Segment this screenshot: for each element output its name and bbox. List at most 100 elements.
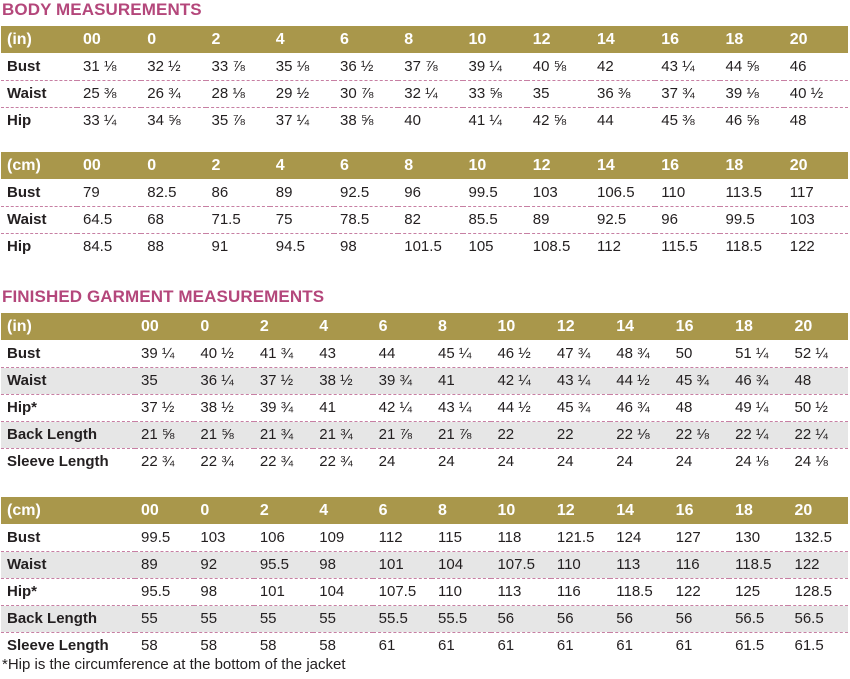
measurement-cell: 99.5 — [462, 179, 527, 207]
measurement-cell: 40 ⅝ — [526, 53, 591, 81]
size-header: 6 — [334, 152, 399, 179]
measurement-cell: 107.5 — [491, 551, 551, 579]
size-header: 18 — [719, 26, 784, 53]
measurement-cell: 22 ¼ — [729, 421, 789, 449]
unit-header: (in) — [1, 26, 77, 53]
measurement-cell: 39 ¼ — [462, 53, 527, 81]
size-header: 10 — [491, 313, 551, 340]
measurement-cell: 78.5 — [334, 206, 399, 234]
measurement-cell: 92.5 — [591, 206, 656, 234]
row-label: Bust — [1, 524, 136, 552]
measurement-cell: 110 — [432, 578, 492, 606]
measurement-cell: 115.5 — [661, 238, 698, 256]
header-row: (in) 00 0 2 4 6 8 10 12 14 16 18 20 — [1, 26, 848, 53]
size-header: 2 — [253, 497, 314, 524]
size-header: 6 — [372, 313, 433, 340]
measurement-cell: 75 — [269, 206, 334, 234]
measurement-cell: 124 — [610, 524, 670, 552]
measurement-cell: 39 ¾ — [253, 394, 314, 422]
size-header: 0 — [194, 313, 254, 340]
measurement-cell: 104 — [432, 551, 492, 579]
measurement-cell: 41 — [432, 367, 492, 395]
measurement-cell: 46 — [783, 53, 848, 81]
measurement-cell: 58 — [259, 637, 277, 655]
measurement-cell: 101 — [372, 551, 433, 579]
measurement-cell: 61 — [556, 637, 574, 655]
measurement-cell: 122 — [669, 578, 730, 606]
measurement-cell: 96 — [398, 179, 463, 207]
measurement-cell: 58 — [200, 637, 218, 655]
measurement-cell: 108.5 — [532, 238, 571, 256]
measurement-cell: 113.5 — [719, 179, 784, 207]
measurement-cell: 103 — [783, 206, 848, 234]
size-header: 14 — [591, 152, 656, 179]
measurement-cell: 38 ⅝ — [340, 112, 374, 130]
table-row: Waist 89 92 95.5 98 101 104 107.5 110 113 116 118.5… — [1, 551, 848, 579]
measurement-cell: 98 — [313, 551, 373, 579]
measurement-cell: 48 — [669, 394, 730, 422]
measurement-cell: 85.5 — [462, 206, 527, 234]
size-header: 0 — [141, 26, 206, 53]
measurement-cell: 84.5 — [83, 238, 113, 256]
size-header: 14 — [610, 497, 670, 524]
measurement-cell: 128.5 — [788, 578, 848, 606]
measurement-cell: 55 — [135, 605, 195, 633]
row-label: Hip — [7, 112, 32, 130]
measurement-cell: 22 — [491, 421, 551, 449]
measurement-cell: 48 — [788, 367, 848, 395]
size-header: 16 — [655, 26, 720, 53]
measurement-cell: 33 ⅞ — [205, 53, 270, 81]
measurement-cell: 30 ⅞ — [334, 80, 399, 108]
table-row: Hip* 37 ½ 38 ½ 39 ¾ 41 42 ¼ 43 ¼ 44 ½ 45 ¾ 46 ¾ 48… — [1, 394, 848, 422]
table-row: Sleeve Length 22 ¾ 22 ¾ 22 ¾ 22 ¾ 24 24 24 24 24 2… — [1, 448, 848, 475]
size-header: 4 — [269, 152, 334, 179]
measurement-cell: 21 ⅞ — [432, 421, 492, 449]
measurement-cell: 127 — [669, 524, 730, 552]
measurement-cell: 24 — [675, 453, 693, 471]
measurement-cell: 106.5 — [591, 179, 656, 207]
size-header: 4 — [313, 313, 373, 340]
measurement-cell: 55 — [194, 605, 254, 633]
header-row: (cm) 00 0 2 4 6 8 10 12 14 16 18 20 — [1, 152, 848, 179]
measurement-cell: 22 ¾ — [319, 453, 353, 471]
measurement-cell: 21 ⅝ — [135, 421, 195, 449]
measurement-cell: 56.5 — [729, 605, 789, 633]
measurement-cell: 98 — [194, 578, 254, 606]
row-label: Hip* — [1, 578, 136, 606]
measurement-cell: 46 ¾ — [610, 394, 670, 422]
measurement-cell: 92 — [194, 551, 254, 579]
measurement-cell: 89 — [135, 551, 195, 579]
measurement-cell: 86 — [205, 179, 270, 207]
measurement-cell: 112 — [372, 524, 433, 552]
measurement-cell: 103 — [194, 524, 254, 552]
measurement-cell: 44 — [597, 112, 614, 130]
measurement-cell: 38 ½ — [313, 367, 373, 395]
size-header: 8 — [432, 313, 492, 340]
size-header: 10 — [491, 497, 551, 524]
measurement-cell: 55.5 — [372, 605, 433, 633]
size-header: 6 — [334, 26, 399, 53]
measurement-cell: 22 ¾ — [259, 453, 294, 471]
size-header: 4 — [313, 497, 373, 524]
hip-footnote: *Hip is the circumference at the bottom … — [2, 656, 346, 673]
measurement-cell: 71.5 — [205, 206, 270, 234]
measurement-cell: 116 — [550, 578, 611, 606]
measurement-cell: 43 ¼ — [655, 53, 720, 81]
size-header: 8 — [432, 497, 492, 524]
measurement-cell: 58 — [319, 637, 336, 655]
measurement-cell: 22 ⅛ — [669, 421, 730, 449]
size-header: 0 — [194, 497, 254, 524]
measurement-cell: 45 ¾ — [669, 367, 730, 395]
measurement-cell: 96 — [655, 206, 720, 234]
size-header: 18 — [729, 497, 789, 524]
measurement-cell: 98 — [340, 238, 357, 256]
table-row: Waist 64.5 68 71.5 75 78.5 82 85.5 89 92.5 96 99.5 1… — [1, 206, 848, 234]
size-header: 00 — [77, 26, 142, 53]
measurement-cell: 39 ¼ — [135, 340, 195, 368]
measurement-cell: 91 — [211, 238, 229, 256]
measurement-cell: 21 ¾ — [313, 421, 373, 449]
measurement-cell: 110 — [655, 179, 720, 207]
measurement-cell: 121.5 — [550, 524, 611, 552]
